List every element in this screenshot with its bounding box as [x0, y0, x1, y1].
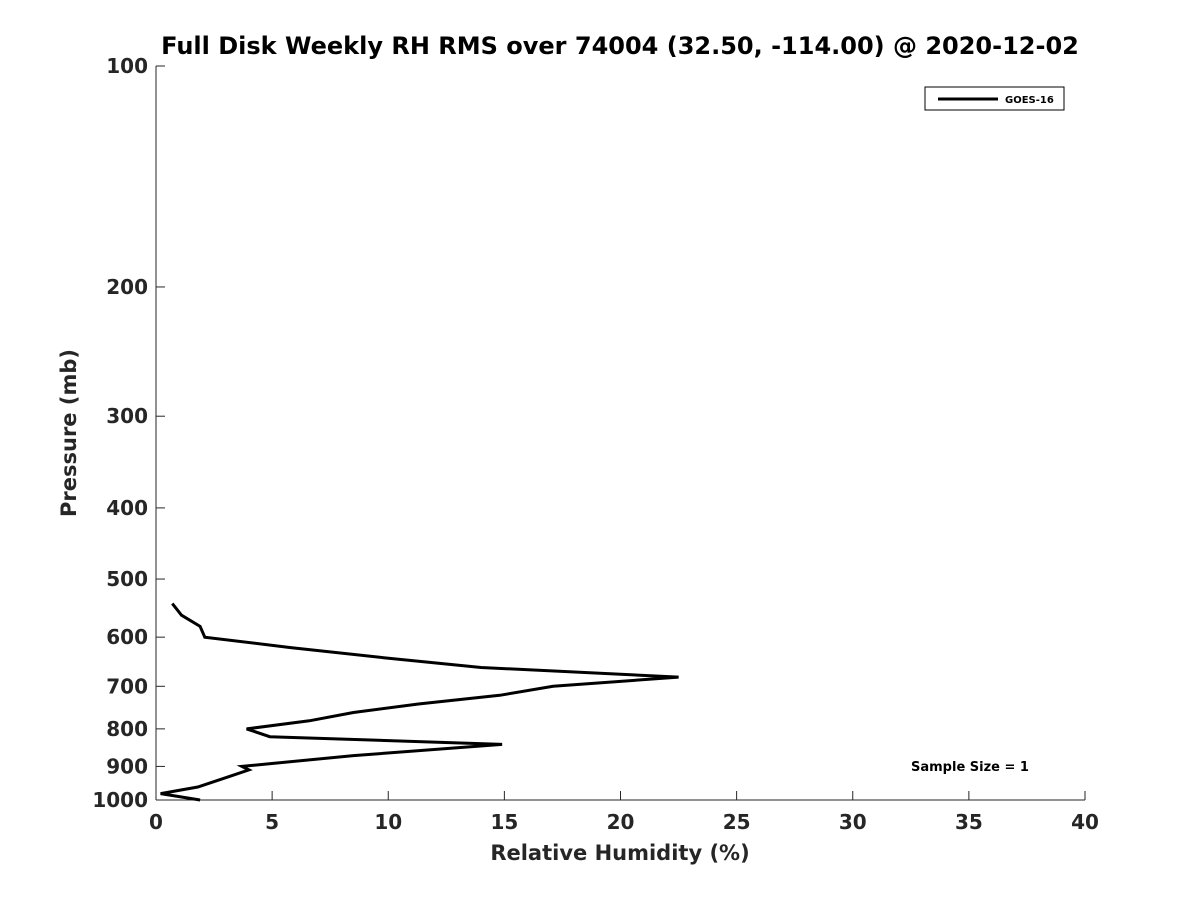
legend: GOES-16 [924, 86, 1065, 111]
y-tick-label: 800 [106, 717, 148, 741]
x-tick-label: 10 [374, 810, 402, 834]
y-tick-label: 400 [106, 496, 148, 520]
x-tick-label: 30 [839, 810, 867, 834]
x-axis-label: Relative Humidity (%) [490, 841, 749, 865]
x-tick-label: 35 [955, 810, 983, 834]
y-tick-label: 300 [106, 404, 148, 428]
y-tick-label: 600 [106, 625, 148, 649]
y-tick-label: 100 [106, 54, 148, 78]
x-tick-label: 20 [607, 810, 635, 834]
y-tick-label: 200 [106, 275, 148, 299]
x-tick-label: 5 [265, 810, 279, 834]
y-tick-label: 700 [106, 674, 148, 698]
x-tick-label: 40 [1071, 810, 1099, 834]
y-tick-label: 1000 [92, 788, 148, 812]
series-line-goes-16 [160, 602, 679, 802]
series-group [160, 602, 679, 802]
x-ticks: 0 5 10 15 20 25 30 35 40 [149, 791, 1099, 834]
x-tick-label: 15 [490, 810, 518, 834]
x-tick-label: 25 [723, 810, 751, 834]
sample-size-annotation: Sample Size = 1 [911, 760, 1029, 775]
chart-title: Full Disk Weekly RH RMS over 74004 (32.5… [161, 32, 1079, 60]
y-axis-label: Pressure (mb) [57, 349, 81, 517]
y-tick-label: 500 [106, 567, 148, 591]
legend-label: GOES-16 [1005, 95, 1054, 106]
y-ticks: 100 200 300 400 500 600 700 800 900 1000 [92, 54, 165, 812]
y-tick-label: 900 [106, 754, 148, 778]
x-tick-label: 0 [149, 810, 163, 834]
